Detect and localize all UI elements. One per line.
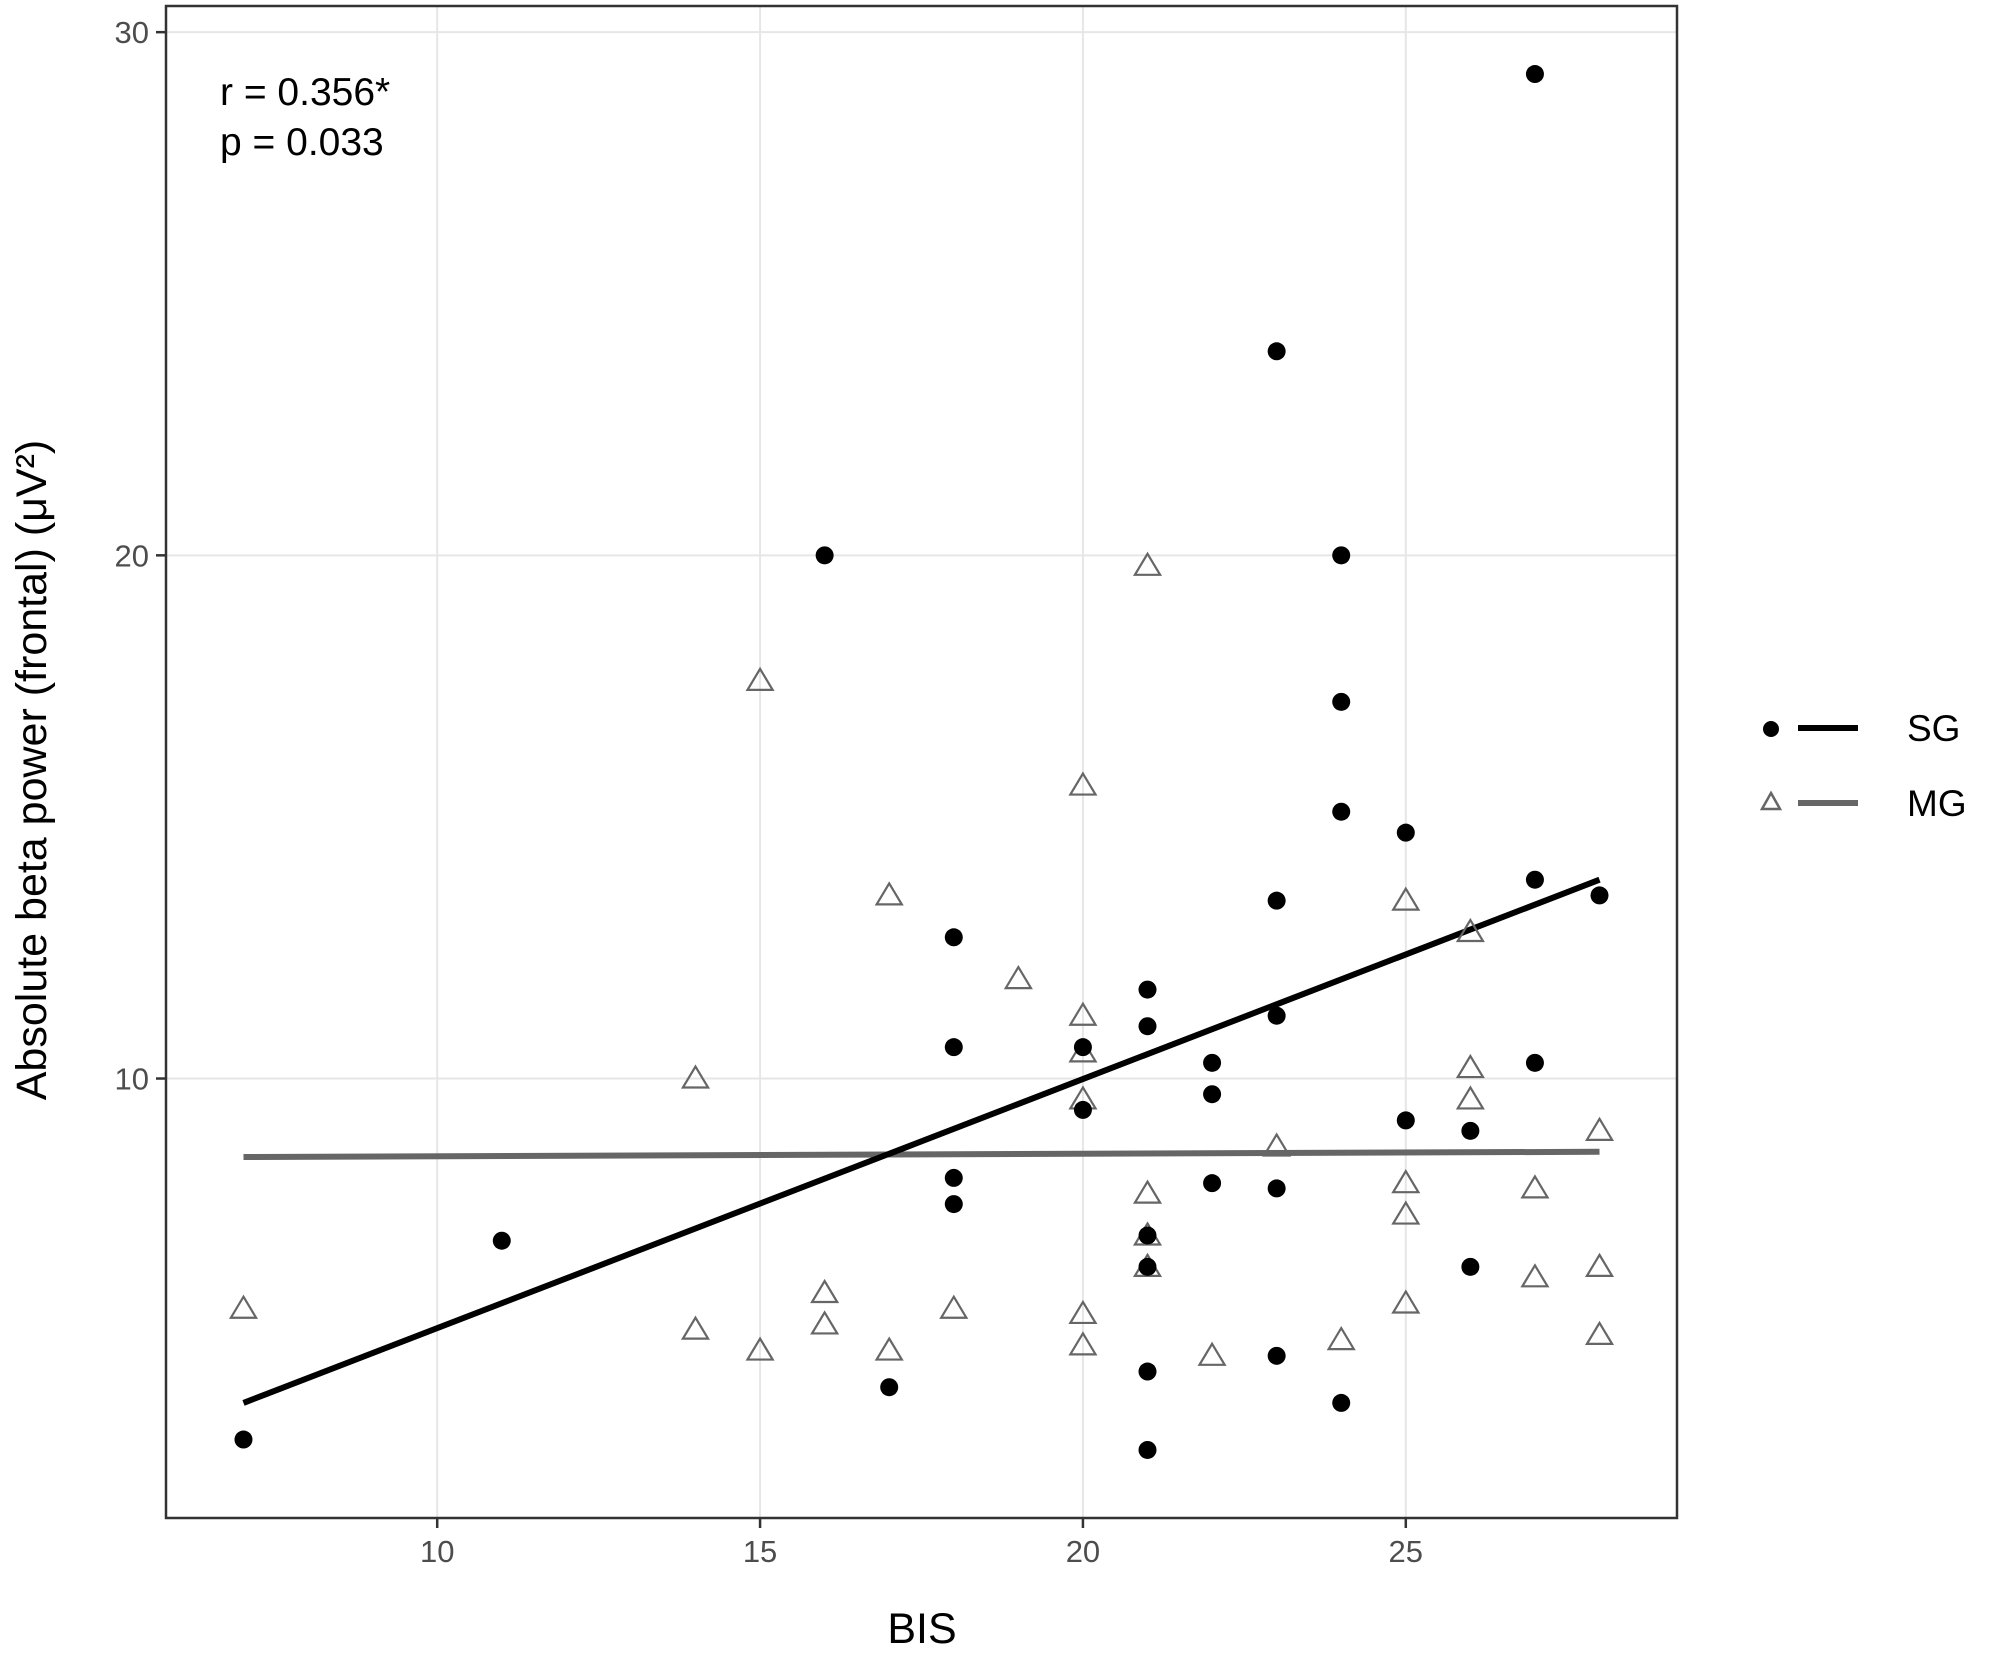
data-point-mg [1520,1263,1550,1288]
x-tick-label: 20 [1066,1534,1100,1569]
legend-marker-sg [1763,721,1779,737]
data-point-mg [1068,1331,1098,1356]
y-tick-label: 30 [115,15,149,50]
data-point-sg [1267,342,1286,361]
data-point-mg [1391,1200,1421,1225]
data-point-sg [1332,802,1351,821]
data-point-sg [1138,1017,1157,1036]
data-point-sg [1138,980,1157,999]
data-point-mg [1326,1325,1356,1351]
data-point-mg [1584,1116,1615,1141]
data-point-sg [1332,1393,1351,1412]
data-point-sg [1138,1362,1157,1381]
data-point-sg [1332,546,1351,565]
fit-line-sg [242,876,1601,1406]
data-point-mg [939,1294,969,1319]
data-point-sg [1332,692,1351,711]
data-point-sg [944,1168,963,1187]
data-point-mg [874,881,904,906]
legend: SG MG [1759,708,1967,824]
data-point-sg [1590,886,1609,905]
regression-lines [242,876,1601,1406]
data-point-sg [1267,891,1286,910]
data-point-mg [1391,1169,1421,1194]
data-point-sg [1203,1085,1222,1104]
data-point-sg [1138,1257,1157,1276]
data-point-mg [1068,1299,1098,1325]
data-point-mg [1197,1341,1227,1366]
data-point-mg [874,1336,904,1361]
data-point-sg [944,1038,963,1057]
data-point-mg [1262,1132,1292,1157]
legend-marker-mg [1759,790,1783,811]
data-point-mg [1068,1001,1098,1026]
legend-item-sg: SG [1763,708,1960,749]
x-tick-label: 25 [1389,1534,1423,1569]
data-point-sg [1073,1038,1092,1057]
data-point-sg [1525,870,1544,889]
data-point-mg [1520,1174,1550,1199]
data-point-mg [228,1294,259,1319]
data-point-sg [1525,65,1544,84]
data-point-mg [1391,1289,1421,1314]
x-tick-label: 15 [743,1534,777,1569]
data-point-sg [1461,1257,1480,1276]
data-point-sg [815,546,834,565]
data-point-sg [1138,1440,1157,1459]
data-point-mg [745,666,775,692]
fit-line-mg [243,1148,1600,1161]
data-point-sg [1461,1121,1480,1140]
data-point-mg [1132,1179,1163,1204]
data-point-sg [1203,1174,1222,1193]
data-point-sg [1267,1006,1286,1025]
data-point-mg [1455,1053,1485,1079]
annotation-p-value: p = 0.033 [220,121,384,164]
data-point-mg [1003,964,1033,990]
data-point-sg [880,1378,899,1397]
y-tick-label: 10 [115,1062,149,1097]
legend-label-mg: MG [1907,783,1967,824]
legend-item-mg: MG [1759,783,1967,824]
data-point-mg [1584,1252,1615,1277]
data-point-sg [1203,1053,1222,1072]
data-point-mg [680,1315,711,1340]
grid-lines [166,6,1677,1518]
x-tick-label: 10 [420,1534,454,1569]
data-point-mg [1455,1085,1485,1110]
data-points [228,65,1615,1459]
data-point-sg [944,928,963,947]
y-tick-label: 20 [115,538,149,573]
data-point-sg [1525,1053,1544,1072]
legend-label-sg: SG [1907,708,1960,749]
data-point-sg [1396,823,1415,842]
data-point-mg [810,1310,840,1335]
data-point-mg [1584,1320,1615,1345]
data-point-sg [234,1430,253,1449]
plot-panel-border [164,4,1679,1520]
data-point-sg [1267,1346,1286,1365]
data-point-mg [1068,771,1098,796]
data-point-sg [1073,1100,1092,1119]
data-point-mg [1391,886,1421,911]
annotation-correlation: r = 0.356* [220,71,390,114]
data-point-sg [944,1195,963,1214]
y-axis-title: Absolute beta power (frontal) (μV²) [8,440,56,1101]
data-point-mg [680,1064,711,1089]
data-point-sg [1267,1179,1286,1198]
x-axis-title: BIS [887,1605,956,1653]
data-point-mg [1132,551,1163,576]
axis-ticks: 10 15 20 25 10 20 30 [115,15,1424,1569]
data-point-mg [745,1336,775,1361]
data-point-mg [1455,917,1485,943]
data-point-sg [492,1231,511,1250]
data-point-mg [810,1278,840,1304]
data-point-sg [1396,1111,1415,1130]
data-point-sg [1138,1226,1157,1245]
